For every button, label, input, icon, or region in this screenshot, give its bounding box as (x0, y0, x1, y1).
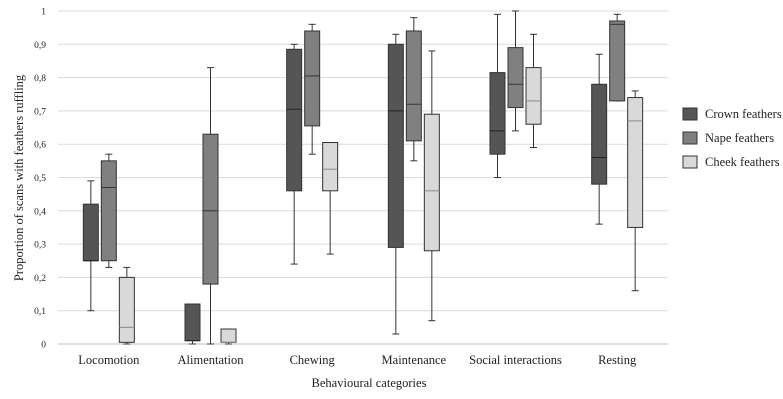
box-rect (184, 303, 201, 342)
box-0-1 (100, 153, 117, 268)
box-0-2 (118, 266, 135, 345)
box-rect (387, 43, 404, 248)
y-tick-label: 0,4 (34, 207, 46, 217)
box-5-1 (609, 13, 626, 102)
legend-swatch (682, 155, 698, 169)
box-1-0 (184, 303, 201, 345)
box-rect (627, 97, 644, 228)
label-layer: 0 0,1 0,2 0,3 0,4 0,5 0,6 0,7 0,8 0,9 1 Locomotion A… (34, 8, 637, 368)
box-rect (82, 203, 99, 262)
box-1-1 (202, 67, 219, 345)
box-3-1 (405, 17, 422, 162)
box-layer (82, 10, 644, 345)
box-rect (507, 47, 524, 109)
x-category-label: Chewing (290, 353, 336, 367)
box-rect (489, 72, 506, 155)
box-3-0 (387, 33, 404, 335)
box-2-0 (286, 43, 303, 265)
box-rect (609, 20, 626, 102)
x-category-label: Resting (598, 353, 637, 367)
box-rect (202, 133, 219, 285)
box-rect (405, 30, 422, 142)
box-4-2 (525, 33, 542, 149)
legend-swatch (682, 107, 698, 121)
box-2-2 (322, 142, 339, 255)
y-tick-label: 0,8 (34, 74, 46, 84)
legend-label: Nape feathers (705, 131, 774, 145)
x-category-label: Locomotion (78, 353, 140, 367)
box-rect (423, 113, 440, 252)
box-3-2 (423, 50, 440, 322)
grid-layer (58, 10, 668, 345)
y-tick-label: 0,3 (34, 241, 46, 251)
box-0-0 (82, 180, 99, 312)
legend-label: Cheek feathers (705, 155, 780, 169)
box-2-1 (304, 23, 321, 155)
x-category-label: Social interactions (469, 353, 562, 367)
legend-swatch (682, 131, 698, 145)
box-5-2 (627, 90, 644, 292)
legend-label: Crown feathers (705, 107, 782, 121)
box-1-2 (220, 328, 237, 345)
y-axis-title: Proportion of scans with feathers ruffli… (12, 74, 26, 281)
box-rect (304, 30, 321, 127)
box-rect (220, 328, 237, 343)
box-rect (286, 48, 303, 192)
y-tick-label: 0,7 (34, 107, 46, 117)
y-tick-label: 0,2 (34, 274, 46, 284)
x-axis-title: Behavioural categories (312, 376, 427, 390)
box-5-0 (591, 53, 608, 225)
y-tick-label: 0,5 (34, 174, 46, 184)
box-rect (525, 67, 542, 125)
y-tick-label: 0,1 (34, 307, 46, 317)
x-category-label: Alimentation (178, 353, 245, 367)
y-tick-label: 0,9 (34, 41, 46, 51)
box-rect (591, 83, 608, 185)
box-rect (322, 142, 339, 192)
box-4-0 (489, 13, 506, 178)
box-rect (100, 160, 117, 262)
legend: Crown feathers Nape feathers Cheek feather… (682, 107, 782, 169)
box-4-1 (507, 10, 524, 132)
y-tick-label: 0,6 (34, 141, 46, 151)
box-rect (118, 276, 135, 343)
y-tick-label: 1 (41, 8, 46, 18)
y-tick-label: 0 (41, 341, 46, 351)
x-category-label: Maintenance (382, 353, 447, 367)
